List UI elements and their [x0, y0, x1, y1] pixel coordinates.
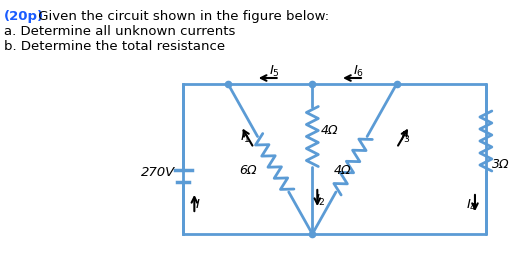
Text: $I_4$: $I_4$ — [466, 197, 478, 212]
Text: 270V: 270V — [141, 165, 175, 178]
Text: 4Ω: 4Ω — [320, 123, 338, 136]
Text: Given the circuit shown in the figure below:: Given the circuit shown in the figure be… — [34, 10, 329, 23]
Text: (20p): (20p) — [4, 10, 44, 23]
Text: 4Ω: 4Ω — [334, 163, 351, 176]
Text: $I$: $I$ — [194, 198, 200, 211]
Text: a. Determine all unknown currents: a. Determine all unknown currents — [4, 25, 235, 38]
Text: $I_2$: $I_2$ — [315, 192, 326, 207]
Text: b. Determine the total resistance: b. Determine the total resistance — [4, 40, 225, 53]
Text: $I_6$: $I_6$ — [353, 63, 365, 78]
Text: 3Ω: 3Ω — [492, 158, 509, 171]
Text: $I_1$: $I_1$ — [241, 129, 251, 144]
Text: $I_3$: $I_3$ — [400, 129, 411, 144]
Text: 6Ω: 6Ω — [240, 163, 257, 176]
Text: $I_5$: $I_5$ — [269, 63, 280, 78]
